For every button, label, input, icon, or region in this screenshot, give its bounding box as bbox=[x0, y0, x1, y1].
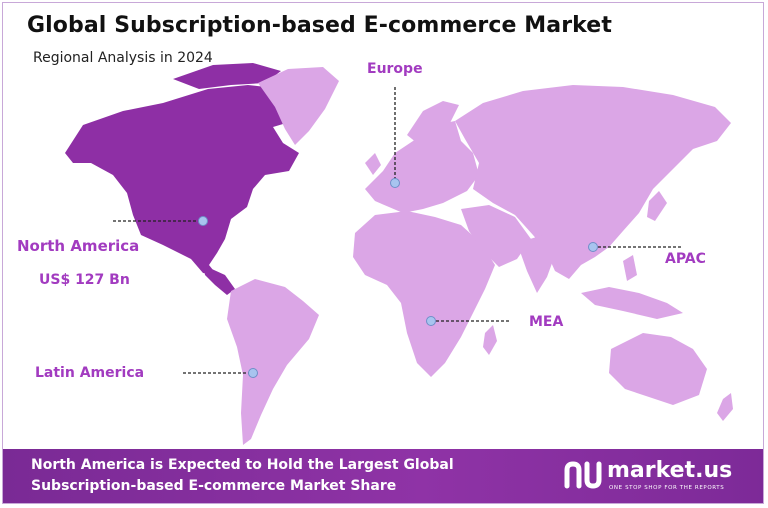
region-australia bbox=[609, 333, 707, 405]
region-north-america bbox=[65, 85, 303, 275]
market-us-logo-icon bbox=[564, 461, 602, 489]
brand-name: market.us bbox=[607, 458, 733, 483]
europe-marker bbox=[390, 178, 400, 188]
world-map bbox=[65, 63, 733, 445]
brand-tagline: ONE STOP SHOP FOR THE REPORTS bbox=[609, 485, 725, 491]
region-latin-america bbox=[227, 279, 319, 445]
mea-marker bbox=[426, 316, 436, 326]
brand-logo[interactable]: market.us ONE STOP SHOP FOR THE REPORTS bbox=[563, 458, 747, 494]
apac-marker bbox=[588, 242, 598, 252]
region-madagascar bbox=[483, 325, 497, 355]
footer-banner: North America is Expected to Hold the La… bbox=[3, 449, 763, 503]
region-middle-east bbox=[461, 205, 531, 267]
apac-label: APAC bbox=[665, 251, 706, 267]
north-america-value: US$ 127 Bn bbox=[39, 272, 130, 288]
region-north-america-arctic bbox=[173, 63, 281, 89]
region-apac bbox=[455, 85, 731, 279]
region-philippines bbox=[623, 255, 637, 281]
europe-label: Europe bbox=[367, 61, 423, 77]
latin-america-label: Latin America bbox=[35, 365, 145, 381]
region-se-asia-islands bbox=[581, 287, 683, 319]
banner-text: North America is Expected to Hold the La… bbox=[31, 457, 454, 494]
latin-america-marker bbox=[248, 368, 258, 378]
region-uk bbox=[365, 153, 381, 175]
region-new-zealand bbox=[717, 393, 733, 421]
region-japan bbox=[647, 191, 667, 221]
region-central-america bbox=[203, 265, 235, 295]
north-america-label: North America bbox=[17, 237, 140, 255]
region-scandinavia bbox=[407, 101, 459, 143]
mea-label: MEA bbox=[529, 314, 564, 330]
region-india bbox=[517, 235, 555, 293]
region-europe bbox=[365, 121, 479, 213]
page-subtitle: Regional Analysis in 2024 bbox=[33, 50, 213, 66]
region-mea bbox=[353, 211, 495, 377]
region-greenland bbox=[258, 67, 339, 145]
north-america-marker bbox=[198, 216, 208, 226]
page-title: Global Subscription-based E-commerce Mar… bbox=[27, 13, 612, 38]
